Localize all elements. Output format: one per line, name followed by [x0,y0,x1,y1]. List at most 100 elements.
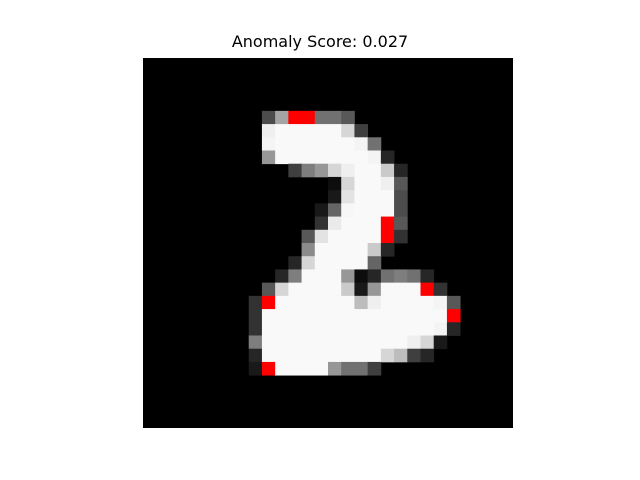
pixel [367,163,382,178]
pixel [314,335,329,350]
pixel [314,348,329,363]
pixel [275,124,289,138]
anomaly-pixel [420,282,435,297]
pixel [301,163,316,178]
pixel [407,269,421,284]
pixel [314,243,329,257]
pixel [380,203,395,217]
pixel [380,348,395,363]
pixel [433,322,448,336]
pixel [354,322,369,336]
digit-image [143,58,513,428]
pixel [341,124,355,138]
pixel-grid [143,58,513,428]
pixel [275,110,289,125]
pixel [328,203,342,217]
anomaly-pixel [380,229,395,244]
pixel [314,163,329,178]
pixel [341,163,355,178]
anomaly-pixel [301,110,316,125]
pixel [394,309,408,323]
pixel [314,150,329,165]
pixel [314,282,329,297]
pixel [301,243,316,257]
pixel [288,309,302,323]
pixel [367,309,382,323]
pixel [341,282,355,297]
pixel [367,203,382,217]
pixel [341,295,355,310]
pixel [354,348,369,363]
pixel [354,137,369,151]
pixel [301,309,316,323]
pixel [328,150,342,165]
pixel [314,203,329,217]
pixel [248,309,263,323]
pixel [288,269,302,284]
pixel [354,282,369,297]
pixel [301,335,316,350]
pixel [328,322,342,336]
pixel [314,110,329,125]
pixel [328,124,342,138]
pixel [341,190,355,204]
pixel [248,295,263,310]
pixel [341,256,355,270]
pixel [341,216,355,231]
pixel [288,335,302,350]
pixel [248,335,263,350]
pixel [354,163,369,178]
pixel [341,309,355,323]
pixel [407,348,421,363]
pixel [354,190,369,204]
pixel [314,124,329,138]
pixel [248,348,263,363]
pixel [394,203,408,217]
pixel [275,335,289,350]
pixel [420,295,435,310]
pixel [407,282,421,297]
pixel [341,110,355,125]
pixel [341,335,355,350]
pixel [314,137,329,151]
pixel [367,282,382,297]
pixel [328,229,342,244]
pixel [380,295,395,310]
pixel [354,295,369,310]
pixel [288,295,302,310]
pixel [380,190,395,204]
pixel [394,176,408,191]
pixel [314,269,329,284]
pixel [433,309,448,323]
pixel [301,361,316,376]
pixel [275,150,289,165]
pixel [367,335,382,350]
pixel [407,322,421,336]
pixel [301,150,316,165]
pixel [275,269,289,284]
pixel [367,150,382,165]
pixel [261,335,276,350]
pixel [328,295,342,310]
pixel [275,348,289,363]
pixel [328,269,342,284]
pixel [420,322,435,336]
pixel [354,203,369,217]
pixel [261,137,276,151]
pixel [314,295,329,310]
pixel [407,295,421,310]
pixel [261,322,276,336]
pixel [367,216,382,231]
pixel [354,229,369,244]
pixel [328,137,342,151]
pixel [328,216,342,231]
pixel [446,322,461,336]
pixel [420,335,435,350]
pixel [394,295,408,310]
pixel [314,229,329,244]
pixel [367,256,382,270]
pixel [367,137,382,151]
pixel [433,282,448,297]
pixel [367,269,382,284]
pixel [367,322,382,336]
